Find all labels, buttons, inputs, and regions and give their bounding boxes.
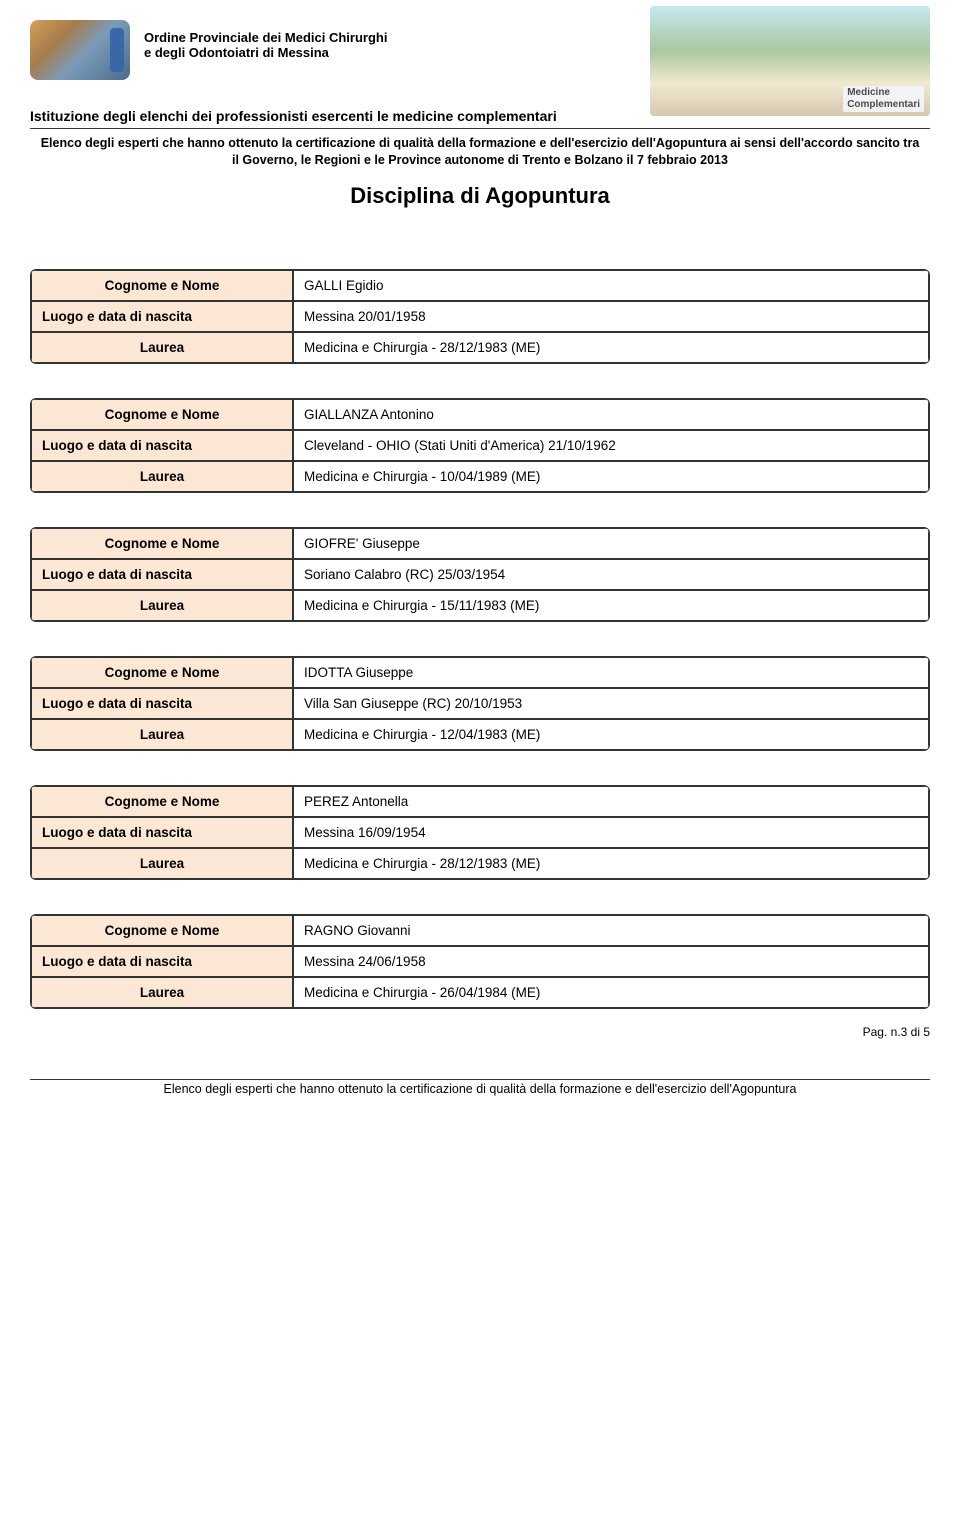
birth-value: Messina 24/06/1958 (293, 946, 929, 977)
degree-label: Laurea (31, 332, 293, 363)
degree-value: Medicina e Chirurgia - 26/04/1984 (ME) (293, 977, 929, 1008)
mc-line2: Complementari (847, 99, 920, 110)
subheader: Istituzione degli elenchi dei profession… (30, 108, 650, 124)
birth-value: Messina 16/09/1954 (293, 817, 929, 848)
name-value: PEREZ Antonella (293, 786, 929, 817)
record-table: Cognome e NomeGIALLANZA AntoninoLuogo e … (30, 398, 930, 493)
table-row: LaureaMedicina e Chirurgia - 10/04/1989 … (31, 461, 929, 492)
birth-label: Luogo e data di nascita (31, 301, 293, 332)
degree-label: Laurea (31, 977, 293, 1008)
table-row: Luogo e data di nascitaSoriano Calabro (… (31, 559, 929, 590)
name-label: Cognome e Nome (31, 915, 293, 946)
birth-label: Luogo e data di nascita (31, 817, 293, 848)
record-table: Cognome e NomeIDOTTA GiuseppeLuogo e dat… (30, 656, 930, 751)
table-row: Luogo e data di nascitaMessina 24/06/195… (31, 946, 929, 977)
birth-label: Luogo e data di nascita (31, 559, 293, 590)
table-row: Cognome e NomePEREZ Antonella (31, 786, 929, 817)
document-page: Medicine Complementari Ordine Provincial… (0, 0, 960, 1106)
table-row: Luogo e data di nascitaVilla San Giusepp… (31, 688, 929, 719)
name-label: Cognome e Nome (31, 657, 293, 688)
degree-label: Laurea (31, 461, 293, 492)
record-table: Cognome e NomeGALLI EgidioLuogo e data d… (30, 269, 930, 364)
main-title: Disciplina di Agopuntura (30, 183, 930, 209)
intro-text: Elenco degli esperti che hanno ottenuto … (30, 135, 930, 169)
degree-value: Medicina e Chirurgia - 15/11/1983 (ME) (293, 590, 929, 621)
records-container: Cognome e NomeGALLI EgidioLuogo e data d… (30, 269, 930, 1009)
name-value: GALLI Egidio (293, 270, 929, 301)
table-row: Luogo e data di nascitaMessina 16/09/195… (31, 817, 929, 848)
name-label: Cognome e Nome (31, 399, 293, 430)
degree-label: Laurea (31, 848, 293, 879)
degree-label: Laurea (31, 590, 293, 621)
name-value: IDOTTA Giuseppe (293, 657, 929, 688)
record-table: Cognome e NomeGIOFRE' GiuseppeLuogo e da… (30, 527, 930, 622)
table-row: Cognome e NomeGIOFRE' Giuseppe (31, 528, 929, 559)
name-label: Cognome e Nome (31, 786, 293, 817)
mc-line1: Medicine (847, 87, 890, 98)
medicine-complementari-label: Medicine Complementari (843, 86, 924, 112)
birth-label: Luogo e data di nascita (31, 946, 293, 977)
table-row: LaureaMedicina e Chirurgia - 28/12/1983 … (31, 848, 929, 879)
header-divider (30, 128, 930, 129)
birth-value: Messina 20/01/1958 (293, 301, 929, 332)
table-row: LaureaMedicina e Chirurgia - 28/12/1983 … (31, 332, 929, 363)
footer-text: Elenco degli esperti che hanno ottenuto … (30, 1082, 930, 1096)
name-value: GIOFRE' Giuseppe (293, 528, 929, 559)
footer-divider (30, 1079, 930, 1080)
table-row: Cognome e NomeIDOTTA Giuseppe (31, 657, 929, 688)
record-table: Cognome e NomeRAGNO GiovanniLuogo e data… (30, 914, 930, 1009)
birth-label: Luogo e data di nascita (31, 430, 293, 461)
birth-label: Luogo e data di nascita (31, 688, 293, 719)
birth-value: Cleveland - OHIO (Stati Uniti d'America)… (293, 430, 929, 461)
ordine-logo (30, 20, 130, 80)
name-label: Cognome e Nome (31, 270, 293, 301)
table-row: LaureaMedicina e Chirurgia - 26/04/1984 … (31, 977, 929, 1008)
table-row: Luogo e data di nascitaMessina 20/01/195… (31, 301, 929, 332)
name-value: GIALLANZA Antonino (293, 399, 929, 430)
table-row: LaureaMedicina e Chirurgia - 12/04/1983 … (31, 719, 929, 750)
record-table: Cognome e NomePEREZ AntonellaLuogo e dat… (30, 785, 930, 880)
birth-value: Villa San Giuseppe (RC) 20/10/1953 (293, 688, 929, 719)
page-number: Pag. n.3 di 5 (30, 1025, 930, 1039)
table-row: Cognome e NomeRAGNO Giovanni (31, 915, 929, 946)
name-label: Cognome e Nome (31, 528, 293, 559)
degree-label: Laurea (31, 719, 293, 750)
degree-value: Medicina e Chirurgia - 10/04/1989 (ME) (293, 461, 929, 492)
table-row: Cognome e NomeGIALLANZA Antonino (31, 399, 929, 430)
medicine-complementari-image: Medicine Complementari (650, 6, 930, 116)
table-row: Cognome e NomeGALLI Egidio (31, 270, 929, 301)
table-row: LaureaMedicina e Chirurgia - 15/11/1983 … (31, 590, 929, 621)
degree-value: Medicina e Chirurgia - 12/04/1983 (ME) (293, 719, 929, 750)
degree-value: Medicina e Chirurgia - 28/12/1983 (ME) (293, 848, 929, 879)
name-value: RAGNO Giovanni (293, 915, 929, 946)
birth-value: Soriano Calabro (RC) 25/03/1954 (293, 559, 929, 590)
table-row: Luogo e data di nascitaCleveland - OHIO … (31, 430, 929, 461)
degree-value: Medicina e Chirurgia - 28/12/1983 (ME) (293, 332, 929, 363)
